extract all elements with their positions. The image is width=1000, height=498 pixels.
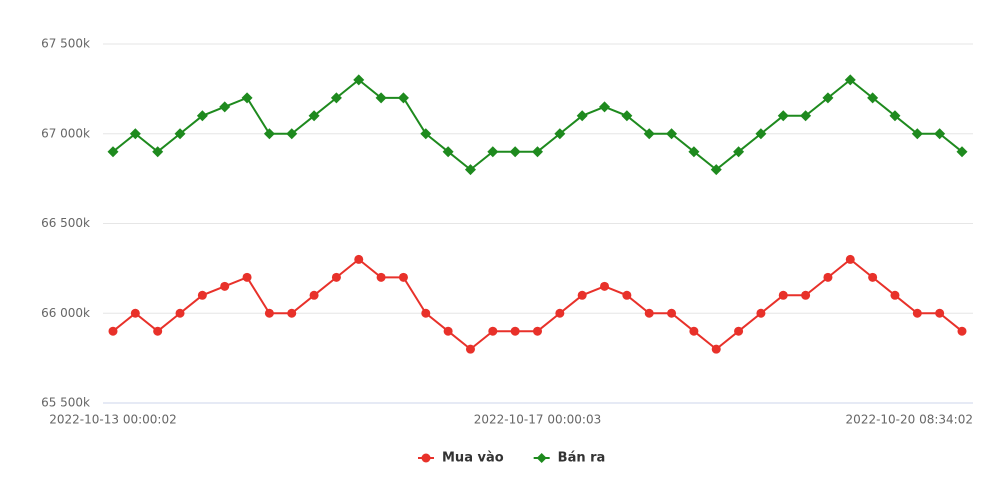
data-point <box>354 254 364 264</box>
data-point <box>153 326 163 336</box>
data-point <box>934 128 946 140</box>
data-point <box>375 92 387 104</box>
data-point <box>667 308 677 318</box>
legend-marker <box>421 453 431 463</box>
data-point <box>353 74 365 86</box>
data-point <box>755 128 767 140</box>
data-point <box>801 290 811 300</box>
data-point <box>263 128 275 140</box>
data-point <box>464 164 476 176</box>
data-point <box>442 146 454 158</box>
data-point <box>867 92 879 104</box>
data-point <box>129 128 141 140</box>
data-point <box>242 272 252 282</box>
legend-marker <box>536 453 547 463</box>
data-point <box>398 272 408 282</box>
data-point <box>533 326 542 336</box>
legend-label[interactable]: Mua vào <box>442 451 504 466</box>
data-point <box>800 110 812 122</box>
data-point <box>196 110 208 122</box>
data-point <box>689 326 699 336</box>
data-point <box>711 344 721 354</box>
x-tick-label: 2022-10-13 00:00:02 <box>49 413 176 427</box>
data-point <box>130 308 140 318</box>
data-point <box>957 326 967 336</box>
data-point <box>465 344 475 354</box>
data-point <box>778 290 788 300</box>
data-point <box>710 164 722 176</box>
data-point <box>734 326 744 336</box>
x-tick-label: 2022-10-17 00:00:03 <box>474 413 601 427</box>
data-point <box>935 308 945 318</box>
legend-label[interactable]: Bán ra <box>558 451 606 466</box>
data-point <box>509 146 521 158</box>
x-tick-label: 2022-10-20 08:34:02 <box>846 413 973 427</box>
data-point <box>733 146 745 158</box>
data-point <box>241 92 253 104</box>
y-tick-label: 67 500k <box>41 37 90 51</box>
data-point <box>844 74 856 86</box>
data-point <box>666 128 678 140</box>
data-point <box>309 290 319 300</box>
data-point <box>510 326 520 336</box>
data-point <box>532 146 543 158</box>
data-point <box>823 272 833 282</box>
data-point <box>777 110 789 122</box>
y-tick-label: 65 500k <box>41 396 90 410</box>
data-point <box>622 290 632 300</box>
data-point <box>577 290 587 300</box>
data-point <box>220 281 230 291</box>
data-point <box>108 326 118 336</box>
data-point <box>555 308 565 318</box>
data-point <box>219 101 231 113</box>
data-point <box>286 128 298 140</box>
data-point <box>643 128 655 140</box>
data-point <box>152 146 164 158</box>
data-point <box>889 110 901 122</box>
data-point <box>174 128 186 140</box>
data-point <box>488 326 498 336</box>
y-tick-label: 67 000k <box>41 126 90 140</box>
data-point <box>911 128 923 140</box>
data-point <box>420 128 432 140</box>
data-point <box>175 308 185 318</box>
data-point <box>331 272 341 282</box>
data-point <box>487 146 499 158</box>
data-point <box>287 308 297 318</box>
data-point <box>397 92 409 104</box>
data-point <box>845 254 855 264</box>
data-point <box>308 110 320 122</box>
data-point <box>822 92 834 104</box>
data-point <box>956 146 968 158</box>
data-point <box>599 101 611 113</box>
data-point <box>600 281 610 291</box>
data-point <box>621 110 633 122</box>
data-point <box>107 146 119 158</box>
data-point <box>421 308 431 318</box>
y-tick-label: 66 500k <box>41 216 90 230</box>
data-point <box>890 290 900 300</box>
data-point <box>912 308 922 318</box>
data-point <box>756 308 766 318</box>
data-point <box>576 110 588 122</box>
data-point <box>644 308 654 318</box>
data-point <box>443 326 453 336</box>
data-point <box>868 272 878 282</box>
data-point <box>376 272 386 282</box>
data-point <box>554 128 566 140</box>
data-point <box>330 92 342 104</box>
data-point <box>197 290 207 300</box>
data-point <box>264 308 274 318</box>
y-tick-label: 66 000k <box>41 306 90 320</box>
data-point <box>688 146 700 158</box>
